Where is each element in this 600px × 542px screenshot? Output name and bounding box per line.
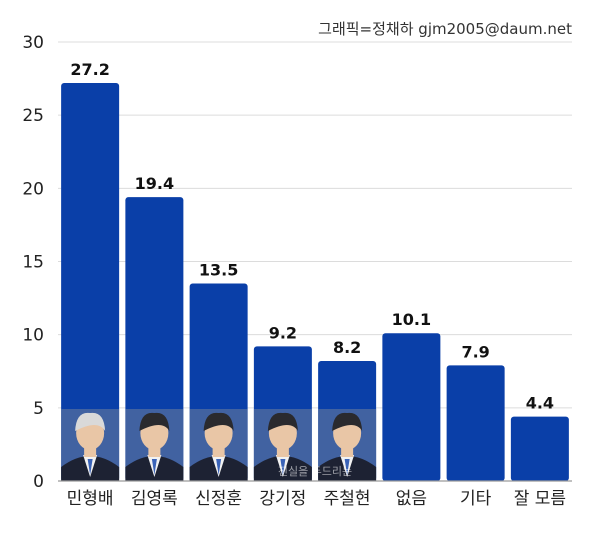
candidate-portrait (253, 409, 312, 481)
candidate-portrait (125, 409, 184, 481)
x-tick-label: 강기정 (259, 489, 306, 509)
y-axis-ticks: 0 5 10 15 20 25 30 (22, 33, 44, 492)
x-tick-label: 잘 모름 (514, 489, 566, 509)
x-tick-label: 김영록 (131, 489, 178, 509)
data-label: 13.5 (199, 260, 238, 279)
y-tick-label: 20 (22, 179, 44, 199)
data-label: 10.1 (392, 310, 431, 329)
bar (446, 365, 505, 481)
data-label: 7.9 (461, 342, 489, 361)
bar (382, 333, 441, 481)
data-label: 9.2 (269, 323, 297, 342)
graphic-credit: 그래픽=정채하 gjm2005@daum.net (318, 20, 572, 38)
y-tick-label: 25 (22, 106, 44, 126)
candidate-portrait (61, 409, 120, 481)
data-label: 8.2 (333, 338, 361, 357)
x-tick-label: 없음 (396, 489, 427, 509)
bar (510, 416, 569, 481)
data-label: 4.4 (526, 394, 554, 413)
x-axis-ticks: 민형배 김영록 신정훈 강기정 주철현 없음 기타 잘 모름 (67, 489, 566, 509)
y-tick-label: 30 (22, 33, 44, 53)
portraits (61, 409, 377, 481)
value-labels: 27.2 19.4 13.5 9.2 8.2 10.1 7.9 4.4 (70, 60, 554, 413)
y-tick-label: 5 (33, 399, 44, 419)
y-tick-label: 10 (22, 326, 44, 346)
bar (61, 82, 120, 482)
candidate-portrait (318, 409, 377, 481)
data-label: 19.4 (135, 174, 174, 193)
x-tick-label: 기타 (460, 489, 492, 509)
x-tick-label: 신정훈 (195, 489, 242, 509)
candidate-portrait (189, 409, 248, 481)
y-tick-label: 0 (33, 472, 44, 492)
x-tick-label: 주철현 (324, 489, 371, 509)
y-tick-label: 15 (22, 253, 44, 273)
x-tick-label: 민형배 (67, 489, 114, 509)
watermark-text: 진실을 두드리는 (278, 465, 352, 478)
data-label: 27.2 (70, 60, 109, 79)
